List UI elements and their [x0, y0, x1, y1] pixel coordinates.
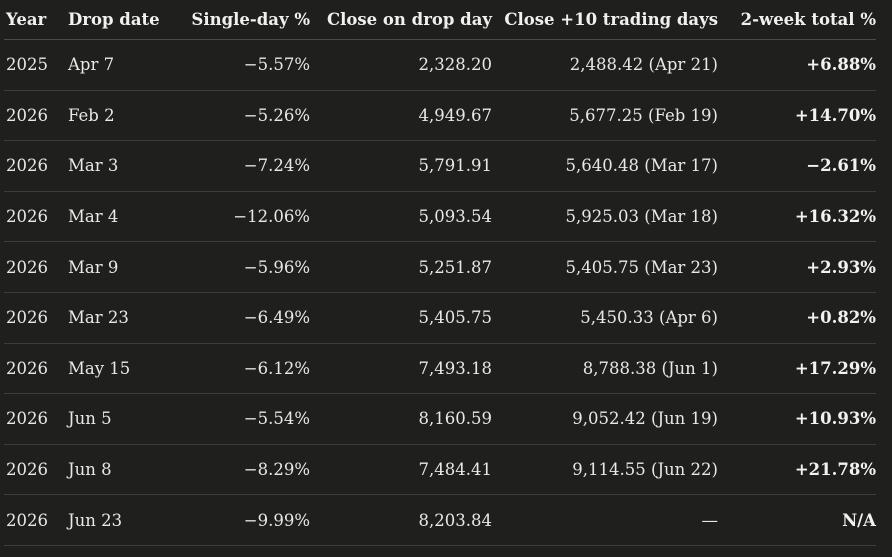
header-two-week: 2-week total %: [718, 0, 876, 40]
cell-two-week: +16.32%: [718, 191, 876, 243]
table-row: 2026 May 15 −6.12% 7,493.18 8,788.38 (Ju…: [4, 343, 876, 395]
table-row: 2026 Jun 8 −8.29% 7,484.41 9,114.55 (Jun…: [4, 444, 876, 496]
header-drop-date: Drop date: [66, 0, 178, 40]
drop-table: Year Drop date Single-day % Close on dro…: [4, 0, 876, 546]
table-row: 2026 Mar 9 −5.96% 5,251.87 5,405.75 (Mar…: [4, 241, 876, 293]
cell-year: 2026: [4, 494, 66, 546]
cell-year: 2026: [4, 343, 66, 395]
table-row: 2026 Jun 23 −9.99% 8,203.84 — N/A: [4, 494, 876, 546]
header-row: Year Drop date Single-day % Close on dro…: [4, 0, 876, 40]
cell-two-week: +21.78%: [718, 444, 876, 496]
cell-single-day: −5.57%: [178, 39, 310, 91]
cell-year: 2026: [4, 444, 66, 496]
cell-drop-date: Mar 9: [66, 241, 178, 293]
header-year: Year: [4, 0, 66, 40]
cell-close-10: 2,488.42 (Apr 21): [492, 39, 718, 91]
cell-single-day: −7.24%: [178, 140, 310, 192]
cell-single-day: −12.06%: [178, 191, 310, 243]
table-row: 2026 Mar 3 −7.24% 5,791.91 5,640.48 (Mar…: [4, 140, 876, 192]
header-close-drop: Close on drop day: [310, 0, 492, 40]
cell-drop-date: Jun 5: [66, 393, 178, 445]
cell-year: 2026: [4, 393, 66, 445]
cell-single-day: −8.29%: [178, 444, 310, 496]
table-row: 2026 Jun 5 −5.54% 8,160.59 9,052.42 (Jun…: [4, 393, 876, 445]
table-row: 2026 Mar 4 −12.06% 5,093.54 5,925.03 (Ma…: [4, 191, 876, 243]
cell-two-week: +0.82%: [718, 292, 876, 344]
cell-close-10: 5,405.75 (Mar 23): [492, 241, 718, 293]
cell-close-10: —: [492, 494, 718, 546]
header-single-day: Single-day %: [178, 0, 310, 40]
cell-single-day: −5.26%: [178, 90, 310, 142]
cell-single-day: −6.49%: [178, 292, 310, 344]
cell-two-week: +6.88%: [718, 39, 876, 91]
cell-close-10: 5,450.33 (Apr 6): [492, 292, 718, 344]
cell-drop-date: Jun 23: [66, 494, 178, 546]
cell-close-drop: 5,405.75: [310, 292, 492, 344]
cell-single-day: −5.54%: [178, 393, 310, 445]
cell-close-10: 9,052.42 (Jun 19): [492, 393, 718, 445]
cell-year: 2026: [4, 140, 66, 192]
cell-two-week: −2.61%: [718, 140, 876, 192]
cell-two-week: N/A: [718, 494, 876, 546]
cell-drop-date: May 15: [66, 343, 178, 395]
table-row: 2025 Apr 7 −5.57% 2,328.20 2,488.42 (Apr…: [4, 39, 876, 91]
cell-close-10: 5,640.48 (Mar 17): [492, 140, 718, 192]
cell-single-day: −6.12%: [178, 343, 310, 395]
cell-two-week: +10.93%: [718, 393, 876, 445]
cell-close-drop: 8,160.59: [310, 393, 492, 445]
cell-close-10: 9,114.55 (Jun 22): [492, 444, 718, 496]
cell-year: 2025: [4, 39, 66, 91]
cell-drop-date: Mar 23: [66, 292, 178, 344]
cell-two-week: +2.93%: [718, 241, 876, 293]
cell-close-drop: 7,493.18: [310, 343, 492, 395]
cell-close-drop: 5,093.54: [310, 191, 492, 243]
cell-close-10: 8,788.38 (Jun 1): [492, 343, 718, 395]
cell-drop-date: Apr 7: [66, 39, 178, 91]
cell-close-drop: 7,484.41: [310, 444, 492, 496]
cell-year: 2026: [4, 90, 66, 142]
cell-close-10: 5,677.25 (Feb 19): [492, 90, 718, 142]
cell-two-week: +14.70%: [718, 90, 876, 142]
table-header: Year Drop date Single-day % Close on dro…: [4, 0, 876, 40]
cell-year: 2026: [4, 292, 66, 344]
table-row: 2026 Mar 23 −6.49% 5,405.75 5,450.33 (Ap…: [4, 292, 876, 344]
cell-drop-date: Feb 2: [66, 90, 178, 142]
cell-close-10: 5,925.03 (Mar 18): [492, 191, 718, 243]
cell-drop-date: Jun 8: [66, 444, 178, 496]
cell-drop-date: Mar 4: [66, 191, 178, 243]
cell-single-day: −9.99%: [178, 494, 310, 546]
cell-year: 2026: [4, 191, 66, 243]
cell-close-drop: 5,251.87: [310, 241, 492, 293]
cell-drop-date: Mar 3: [66, 140, 178, 192]
cell-close-drop: 2,328.20: [310, 39, 492, 91]
cell-close-drop: 4,949.67: [310, 90, 492, 142]
table-row: 2026 Feb 2 −5.26% 4,949.67 5,677.25 (Feb…: [4, 90, 876, 142]
header-close-10: Close +10 trading days: [492, 0, 718, 40]
cell-two-week: +17.29%: [718, 343, 876, 395]
cell-year: 2026: [4, 241, 66, 293]
cell-close-drop: 8,203.84: [310, 494, 492, 546]
cell-close-drop: 5,791.91: [310, 140, 492, 192]
table-body: 2025 Apr 7 −5.57% 2,328.20 2,488.42 (Apr…: [4, 39, 876, 546]
cell-single-day: −5.96%: [178, 241, 310, 293]
